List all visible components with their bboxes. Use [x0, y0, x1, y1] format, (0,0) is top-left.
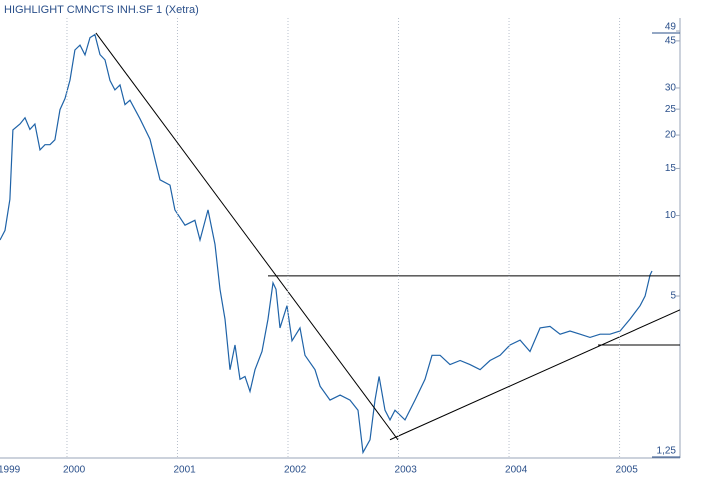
x-tick-label: 2003 — [395, 465, 418, 476]
price-line — [0, 33, 653, 455]
x-tick-label: 1999 — [0, 465, 21, 476]
chart-title: HIGHLIGHT CMNCTS INH.SF 1 (Xetra) — [4, 4, 199, 16]
y-tick-label: 10 — [665, 210, 677, 221]
y-tick-label: 49 — [665, 22, 677, 33]
y-tick-label: 20 — [665, 130, 677, 141]
y-tick-label: 15 — [665, 163, 677, 174]
x-tick-label: 2002 — [284, 465, 307, 476]
y-tick-label: 45 — [665, 36, 677, 47]
y-tick-label: 5 — [670, 291, 676, 302]
trend-line — [389, 309, 680, 441]
y-tick-label: 25 — [665, 104, 677, 115]
y-tick-label: 30 — [665, 83, 677, 94]
plot — [0, 32, 680, 455]
x-tick-label: 2001 — [173, 465, 196, 476]
x-tick-label: 2000 — [63, 465, 86, 476]
x-tick-label: 2005 — [616, 465, 639, 476]
trend-line — [95, 32, 399, 441]
x-tick-label: 2004 — [505, 465, 528, 476]
y-tick-label: 1,25 — [657, 446, 677, 457]
